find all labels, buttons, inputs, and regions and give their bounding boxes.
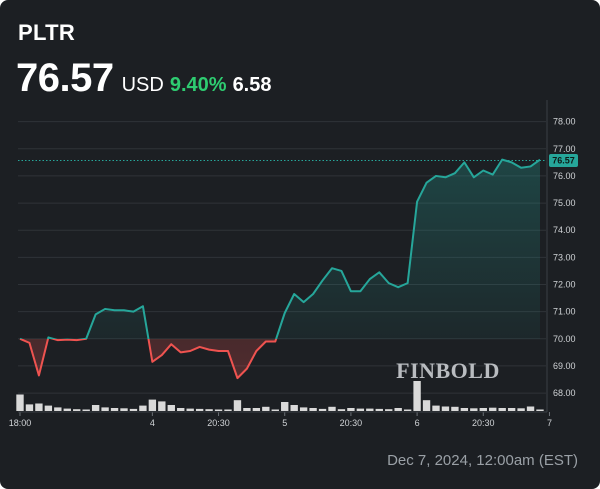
volume-bar xyxy=(224,409,232,411)
volume-bar xyxy=(337,409,346,411)
volume-bar xyxy=(526,406,535,411)
volume-bar xyxy=(394,408,402,411)
volume-bar xyxy=(186,408,194,411)
volume-bar xyxy=(148,399,157,411)
volume-bar xyxy=(460,408,469,411)
y-tick-label: 69.00 xyxy=(553,361,576,371)
volume-bar xyxy=(498,408,506,411)
volume-bar xyxy=(44,405,53,411)
volume-bar xyxy=(318,408,327,411)
volume-bar xyxy=(309,408,317,411)
volume-bar xyxy=(432,405,440,411)
volume-bar xyxy=(233,400,242,411)
y-tick-label: 68.00 xyxy=(553,388,576,398)
volume-bar xyxy=(25,404,34,411)
volume-bar xyxy=(214,409,223,411)
volume-bar xyxy=(158,401,166,411)
volume-bar xyxy=(243,408,251,411)
last-price-badge xyxy=(549,153,578,167)
current-price: 76.57 xyxy=(16,56,114,100)
price-row: 76.57 USD 9.40% 6.58 xyxy=(16,56,272,101)
volume-bar xyxy=(403,409,412,411)
x-tick-label: 6 xyxy=(415,418,420,428)
y-tick-label: 70.00 xyxy=(553,334,576,344)
volume-bar xyxy=(385,409,393,411)
y-tick-label: 71.00 xyxy=(553,307,576,317)
x-tick-label: 18:00 xyxy=(9,418,32,428)
y-tick-label: 76.00 xyxy=(553,171,576,181)
volume-bar xyxy=(54,407,62,411)
last-price-marker: 76.57 xyxy=(18,153,578,167)
volume-bar xyxy=(489,407,497,411)
volume-bar xyxy=(177,408,185,411)
volume-bar xyxy=(470,408,478,411)
x-tick-label: 20:30 xyxy=(340,418,363,428)
y-axis-ticks: 68.00 69.00 70.00 71.00 72.00 73.00 74.00 75.00… xyxy=(553,117,576,398)
volume-bar xyxy=(422,400,431,411)
volume-bar xyxy=(375,408,383,411)
chart-date: Dec 7, 2024, 12:00am (EST) xyxy=(387,452,578,469)
volume-bar xyxy=(479,408,487,411)
volume-bar xyxy=(281,402,289,411)
volume-bar xyxy=(299,407,308,411)
area-fill-up xyxy=(20,159,540,340)
x-tick-label: 4 xyxy=(150,418,155,428)
volume-bar xyxy=(101,407,109,411)
volume-bar xyxy=(517,408,525,411)
y-tick-label: 74.00 xyxy=(553,225,576,235)
volume-bar xyxy=(35,403,43,411)
volume-bar xyxy=(347,408,355,411)
volume-bar xyxy=(262,406,270,411)
volume-bar xyxy=(63,408,71,411)
volume-bar xyxy=(167,405,175,411)
change-percent: 9.40% xyxy=(169,74,227,96)
volume-bar xyxy=(328,406,336,411)
y-tick-label: 72.00 xyxy=(553,280,576,290)
y-tick-label: 77.00 xyxy=(553,144,576,154)
price-area xyxy=(20,159,540,379)
y-tick-label: 75.00 xyxy=(553,198,576,208)
series-line-up xyxy=(19,158,541,340)
volume-bar xyxy=(366,408,374,411)
volume-bar xyxy=(290,405,298,411)
volume-bar xyxy=(507,408,516,411)
watermark-logo: FINBOLD xyxy=(396,358,500,383)
change-absolute: 6.58 xyxy=(232,74,272,96)
volume-bar xyxy=(356,408,365,411)
volume-bar xyxy=(16,394,24,411)
volume-bar xyxy=(91,405,100,411)
volume-bar xyxy=(73,409,81,411)
y-tick-label: 78.00 xyxy=(553,117,576,127)
volume-bar xyxy=(110,408,119,411)
volume-bar xyxy=(252,408,261,411)
last-price-label: 76.57 xyxy=(552,156,575,166)
volume-bar xyxy=(139,405,147,411)
x-axis-ticks: 18:00 4 20:30 5 20:30 6 20:30 7 xyxy=(9,411,552,428)
x-tick-label: 5 xyxy=(282,418,287,428)
x-tick-label: 7 xyxy=(547,418,552,428)
price-line xyxy=(19,158,541,380)
volume-bar xyxy=(205,409,213,411)
volume-bars xyxy=(16,381,544,411)
volume-bar xyxy=(271,409,279,411)
volume-bar xyxy=(195,408,204,411)
volume-bar xyxy=(120,408,128,411)
x-tick-label: 20:30 xyxy=(472,418,495,428)
volume-bar xyxy=(129,408,138,411)
volume-bar xyxy=(413,381,421,411)
ticker-symbol: PLTR xyxy=(18,20,76,45)
x-tick-label: 20:30 xyxy=(207,418,230,428)
volume-bar xyxy=(441,406,450,411)
currency-label: USD xyxy=(121,74,164,96)
volume-bar xyxy=(536,409,544,411)
volume-bar xyxy=(451,406,459,411)
y-tick-label: 73.00 xyxy=(553,252,576,262)
volume-bar xyxy=(82,409,90,411)
